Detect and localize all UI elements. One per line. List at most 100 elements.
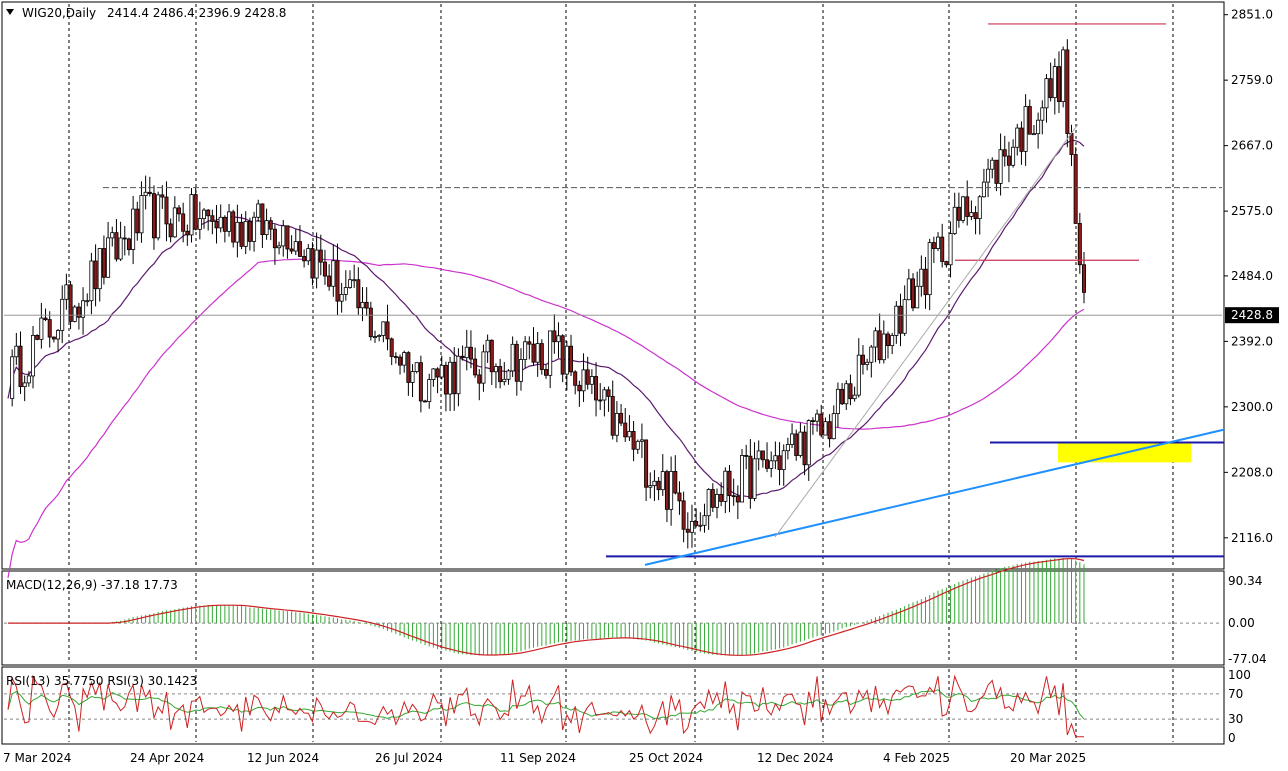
candle-body [114,232,119,260]
candle-body [56,330,61,340]
candle-body [285,225,290,250]
candle-body [673,471,678,494]
candle-body [936,236,941,249]
candle-body [514,343,519,382]
candle-body [819,413,824,436]
candle-body [865,361,870,365]
candle-body [1011,146,1016,166]
candle-body [156,194,161,239]
candle-body [685,528,690,533]
candle-body [598,399,603,402]
candle-body [135,208,140,234]
candle-body [389,338,394,357]
candle-body [660,471,665,491]
candle-body [619,413,624,424]
candle-body [243,220,248,247]
candle-body [948,233,953,266]
candle-body [101,248,106,278]
candle-body [664,471,669,510]
candle-body [777,455,782,470]
macd-series [4,557,1222,656]
candle-body [1073,154,1078,224]
rsi-series [4,674,1222,738]
candle-body [231,211,236,243]
current-price-label: 2428.8 [1231,308,1273,322]
candle-body [544,369,549,376]
candle-body [239,221,244,247]
candle-body [977,196,982,220]
candle-body [256,203,261,218]
candle-body [990,159,995,170]
candle-body [360,301,365,309]
candle-body [293,241,298,252]
candle-body [610,396,615,436]
rsi13-line [7,689,1085,720]
candle-body [902,299,907,334]
candle-body [160,194,165,198]
x-tick-label: 12 Jun 2024 [247,751,319,765]
candle-body [731,495,736,498]
candle-body [339,293,344,302]
candle-body [1065,49,1070,134]
candle-body [589,376,594,385]
candle-body [860,354,865,365]
candle-body [510,343,515,372]
candle-body [881,333,886,361]
price-pane[interactable] [1,1,1225,570]
candle-body [552,330,557,343]
candle-body [923,268,928,296]
candle-body [760,450,765,461]
rising-trendline [644,428,1225,566]
candle-body [393,356,398,358]
x-tick-label: 7 Mar 2024 [3,751,71,765]
candle-body [940,236,945,262]
candle-body [719,493,724,502]
candle-body [218,216,223,229]
candle-body [560,335,565,375]
candle-body [356,279,361,309]
candle-body [468,346,473,360]
candle-body [944,261,949,266]
candle-body [51,336,56,340]
candle-body [785,444,790,452]
candle-body [1023,106,1028,152]
candle-body [1006,155,1011,166]
candle-body [727,470,732,497]
candle-body [585,369,590,385]
candle-body [806,420,811,466]
candle-body [735,495,740,503]
candle-body [193,194,198,230]
candle-body [427,379,432,402]
candle-body [898,305,903,334]
candle-body [1056,66,1061,102]
candle-body [477,374,482,384]
candle-body [1036,119,1041,135]
candle-body [143,191,148,197]
candle-body [352,279,357,282]
candle-body [844,383,849,405]
macd-pane[interactable] [1,570,1225,666]
candle-body [652,480,657,487]
candle-body [68,284,73,322]
candle-body [260,203,265,236]
candle-body [252,216,257,242]
candle-body [481,351,486,384]
candle-body [64,284,69,300]
candle-body [994,159,999,184]
candle-body [531,343,536,363]
triangle-down-icon[interactable] [6,9,14,15]
y-tick-label: 2575.0 [1231,204,1273,218]
candle-body [569,345,574,373]
candle-body [706,489,711,517]
rsi-pane[interactable] [1,666,1225,745]
candle-body [894,305,899,336]
candle-body [765,459,770,469]
candle-body [222,216,227,232]
candle-body [31,334,36,377]
candle-body [264,220,269,236]
candle-body [381,321,386,336]
candle-body [689,521,694,533]
candle-body [464,346,469,359]
candle-body [139,195,144,234]
